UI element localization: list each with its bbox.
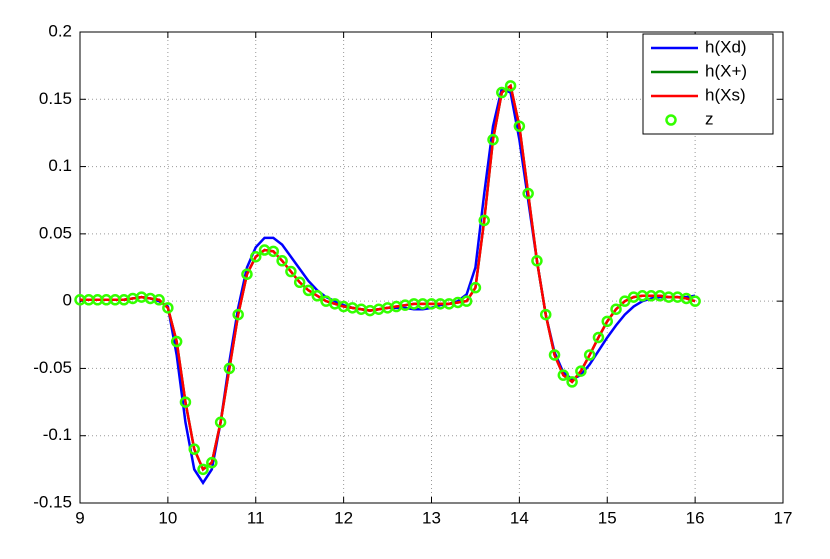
data-point [311,290,324,302]
data-point [513,120,526,132]
legend-marker [665,114,677,126]
x-tick-label: 10 [158,508,177,527]
data-point [487,133,499,146]
data-point [285,265,297,278]
data-point [610,303,622,315]
data-point [206,456,218,469]
data-point [504,80,517,92]
legend-box [642,33,774,135]
data-point [232,308,244,321]
data-point [548,349,561,361]
data-point [241,268,253,280]
data-point [583,349,596,361]
data-point [522,187,534,200]
data-point [557,369,570,381]
legend-label: h(Xd) [705,37,747,56]
x-tick-label: 16 [686,508,705,527]
legend-label: z [705,109,714,128]
data-point [566,376,578,388]
data-point [179,396,192,408]
data-point [496,86,508,99]
data-point [276,255,288,267]
y-tick-label: -0.15 [33,492,72,511]
data-point [162,302,174,314]
data-point [539,308,552,321]
x-tick-label: 9 [75,508,84,527]
legend-label: h(Xs) [705,85,746,104]
legend-label: h(X+) [705,61,747,80]
data-point [478,214,490,227]
y-tick-label: -0.05 [33,358,72,377]
x-tick-label: 14 [510,508,529,527]
x-tick-label: 11 [247,508,265,527]
y-tick-label: -0.1 [43,425,72,444]
data-point [214,416,227,429]
x-tick-label: 12 [334,508,353,527]
x-tick-label: 13 [422,508,441,527]
y-tick-label: 0.1 [48,156,72,175]
y-tick-label: 0.15 [39,89,72,108]
data-point [689,295,701,307]
data-point [460,295,473,307]
data-point [293,276,306,289]
data-point [267,245,280,258]
data-point [170,335,183,348]
data-point [592,331,605,344]
data-point [223,362,236,375]
data-point [153,294,165,306]
data-point [250,250,262,263]
series-line [80,83,696,472]
y-tick-label: 0.2 [48,21,72,40]
y-tick-label: 0.05 [39,223,72,242]
x-tick-label: 17 [774,508,793,527]
data-point [601,315,613,328]
data-point [188,443,200,455]
data-point [469,281,482,294]
data-point [531,255,543,267]
x-tick-label: 15 [598,508,617,527]
y-tick-label: 0 [63,291,72,310]
data-point [197,463,209,476]
data-point [302,284,315,297]
data-point [575,365,587,377]
data-point [619,295,631,307]
axes-box [79,31,784,504]
